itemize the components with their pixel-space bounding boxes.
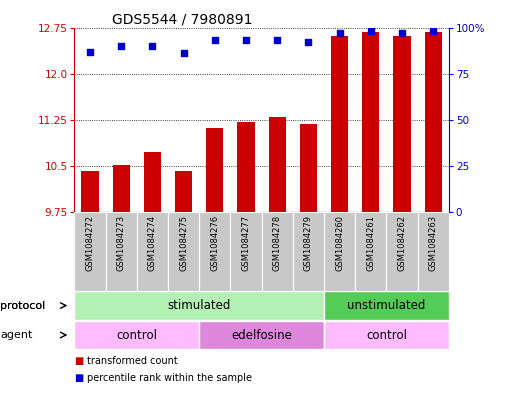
Text: GSM1084275: GSM1084275 — [179, 215, 188, 270]
Text: GSM1084263: GSM1084263 — [429, 215, 438, 271]
Point — [148, 43, 156, 49]
Bar — [113, 165, 130, 212]
Point — [398, 30, 406, 36]
Bar — [74, 292, 324, 320]
Bar — [418, 212, 449, 291]
Point — [211, 37, 219, 44]
Point — [117, 43, 125, 49]
Bar — [199, 321, 324, 349]
Text: control: control — [366, 329, 407, 342]
Bar — [293, 212, 324, 291]
Bar — [106, 212, 137, 291]
Point — [367, 28, 375, 34]
Bar — [144, 152, 161, 212]
Point — [180, 50, 188, 57]
Bar — [324, 321, 449, 349]
Text: GSM1084277: GSM1084277 — [242, 215, 250, 271]
Text: GSM1084279: GSM1084279 — [304, 215, 313, 270]
Bar — [74, 321, 199, 349]
Point — [336, 30, 344, 36]
Text: GSM1084274: GSM1084274 — [148, 215, 157, 270]
Bar — [82, 171, 98, 212]
Text: edelfosine: edelfosine — [231, 329, 292, 342]
Text: ■: ■ — [74, 373, 84, 383]
Text: GSM1084260: GSM1084260 — [335, 215, 344, 270]
Bar — [262, 212, 293, 291]
Bar — [230, 212, 262, 291]
Bar — [425, 32, 442, 212]
Bar — [300, 124, 317, 212]
Text: protocol: protocol — [0, 301, 45, 310]
Point — [242, 37, 250, 44]
Bar — [386, 212, 418, 291]
Bar — [331, 35, 348, 212]
Text: stimulated: stimulated — [168, 299, 231, 312]
Bar — [269, 117, 286, 212]
Text: transformed count: transformed count — [87, 356, 178, 366]
Text: GSM1084273: GSM1084273 — [116, 215, 126, 271]
Bar — [168, 212, 199, 291]
Bar — [137, 212, 168, 291]
Text: percentile rank within the sample: percentile rank within the sample — [87, 373, 252, 383]
Text: control: control — [116, 329, 157, 342]
Point — [86, 48, 94, 55]
Bar — [199, 212, 230, 291]
Text: GSM1084276: GSM1084276 — [210, 215, 220, 271]
Text: GDS5544 / 7980891: GDS5544 / 7980891 — [112, 12, 252, 26]
Text: unstimulated: unstimulated — [347, 299, 426, 312]
Bar — [175, 171, 192, 212]
Point — [429, 28, 438, 34]
Bar — [238, 122, 254, 212]
Text: GSM1084261: GSM1084261 — [366, 215, 376, 270]
Text: protocol: protocol — [0, 301, 45, 310]
Text: GSM1084278: GSM1084278 — [273, 215, 282, 271]
Bar — [324, 292, 449, 320]
Bar — [74, 212, 106, 291]
Text: ■: ■ — [74, 356, 84, 366]
Point — [273, 37, 281, 44]
Point — [304, 39, 312, 46]
Text: GSM1084272: GSM1084272 — [86, 215, 94, 270]
Bar — [393, 35, 410, 212]
Bar — [324, 212, 355, 291]
Bar — [355, 212, 386, 291]
Text: GSM1084262: GSM1084262 — [398, 215, 407, 270]
Bar — [206, 128, 223, 212]
Bar — [362, 32, 380, 212]
Text: agent: agent — [0, 330, 32, 340]
